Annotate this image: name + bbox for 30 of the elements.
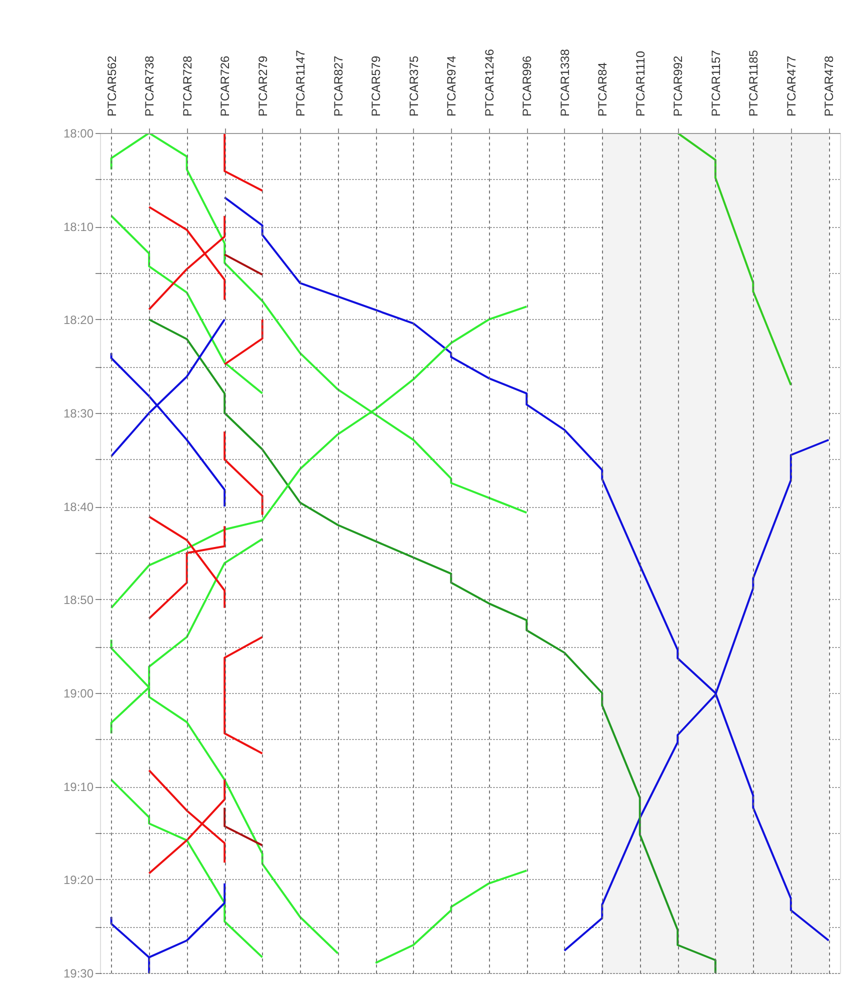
y-tick-label: 18:20 <box>63 312 94 327</box>
x-tick-label: PTCAR726 <box>218 55 232 116</box>
y-tick-label: 18:40 <box>63 500 94 514</box>
y-tick-label: 19:30 <box>63 966 94 980</box>
y-tick-label: 18:10 <box>63 220 94 234</box>
x-tick-label: PTCAR478 <box>822 55 836 116</box>
x-tick-label: PTCAR84 <box>596 62 610 116</box>
x-tick-label: PTCAR279 <box>256 55 270 116</box>
x-tick-label: PTCAR477 <box>784 55 798 116</box>
x-tick-label: PTCAR1147 <box>294 50 308 116</box>
y-tick-label: 19:00 <box>63 686 94 700</box>
x-tick-label: PTCAR1338 <box>558 48 572 116</box>
x-tick-label: PTCAR1246 <box>482 48 496 116</box>
x-tick-label: PTCAR1110 <box>633 50 648 116</box>
x-tick-label: PTCAR562 <box>104 55 119 116</box>
x-tick-label: PTCAR827 <box>331 55 346 116</box>
y-tick-label: 18:30 <box>63 406 94 420</box>
x-tick-label: PTCAR974 <box>444 55 459 116</box>
x-tick-label: PTCAR738 <box>142 55 157 116</box>
x-tick-label: PTCAR1157 <box>708 50 723 116</box>
x-tick-label: PTCAR728 <box>180 55 194 116</box>
y-tick-label: 18:00 <box>63 126 94 140</box>
x-tick-label: PTCAR375 <box>406 55 421 116</box>
x-tick-label: PTCAR992 <box>671 55 686 116</box>
x-tick-label: PTCAR579 <box>369 55 384 116</box>
y-tick-label: 19:20 <box>63 872 94 887</box>
x-tick-label: PTCAR996 <box>520 55 534 116</box>
x-tick-label: PTCAR1185 <box>746 50 761 116</box>
y-tick-label: 18:50 <box>63 592 94 607</box>
y-tick-label: 19:10 <box>63 780 94 794</box>
